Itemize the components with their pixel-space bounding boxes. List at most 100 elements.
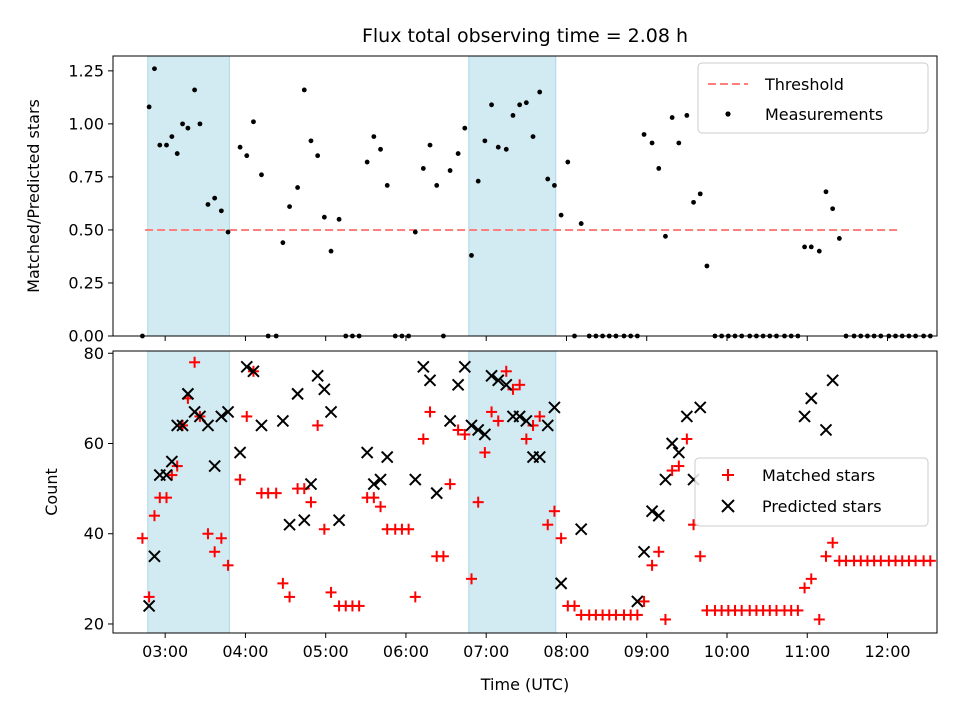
predicted-star-point: [276, 414, 290, 428]
predicted-star-point: [458, 360, 472, 373]
top-legend: Threshold Measurements: [697, 62, 929, 134]
matched-star-point: [215, 532, 227, 544]
predicted-star-point: [311, 369, 324, 383]
y-tick-label: 1.00: [68, 114, 104, 133]
measurement-point: [427, 142, 433, 148]
matched-star-point: [568, 600, 580, 612]
predicted-star-point: [142, 599, 156, 613]
measurement-point: [164, 142, 169, 148]
legend-matched-swatch: [722, 469, 734, 481]
predicted-star-point: [423, 374, 437, 387]
matched-star-point: [792, 604, 804, 616]
matched-star-point: [548, 505, 560, 517]
measurement-point: [510, 112, 516, 118]
matched-star-point: [222, 559, 234, 571]
x-tick-label: 08:00: [543, 642, 589, 661]
predicted-star-point: [554, 577, 568, 590]
matched-star-point: [486, 406, 498, 418]
measurement-point: [530, 134, 536, 140]
matched-star-point: [403, 523, 415, 535]
matched-star-point: [166, 469, 178, 481]
matched-star-point: [659, 613, 671, 625]
measurement-point: [259, 172, 264, 178]
highlight-span-1: [468, 55, 557, 337]
y-tick-label: 0.25: [68, 273, 104, 292]
measurement-point: [552, 182, 557, 188]
x-tick-label: 05:00: [303, 642, 349, 661]
matched-star-point: [520, 433, 532, 445]
matched-star-point: [148, 510, 160, 522]
matched-star-point: [270, 487, 282, 499]
matched-star-point: [673, 460, 685, 472]
predicted-star-point: [500, 378, 513, 392]
measurement-point: [802, 244, 807, 250]
measurement-point: [697, 191, 703, 197]
measurement-point: [205, 202, 211, 207]
predicted-star-point: [478, 428, 492, 441]
x-tick-label: 04:00: [222, 642, 268, 661]
predicted-star-point: [291, 387, 304, 401]
predicted-star-point: [171, 419, 184, 432]
bottom-legend: Matched stars Predicted stars: [694, 457, 929, 527]
measurement-point: [237, 144, 243, 150]
matched-star-point: [514, 379, 526, 391]
y-tick-label: 20: [84, 614, 104, 633]
bottom-axes-frame: [112, 350, 938, 634]
x-tick-label: 07:00: [463, 642, 509, 661]
predicted-star-point: [304, 477, 318, 491]
measurement-point: [503, 146, 509, 152]
measurement-point: [823, 189, 829, 195]
predicted-star-point: [240, 360, 253, 373]
predicted-star-point: [374, 473, 387, 486]
x-tick-label: 11:00: [784, 642, 830, 661]
measurement-point: [218, 208, 224, 214]
matched-star-point: [143, 591, 155, 603]
predicted-star-point: [471, 423, 485, 437]
predicted-star-point: [409, 473, 422, 486]
predicted-star-point: [417, 360, 430, 373]
measurement-point: [462, 125, 468, 131]
measurement-point: [537, 89, 543, 95]
measurement-point: [174, 151, 180, 156]
measurement-point: [475, 178, 481, 184]
matched-star-point: [409, 591, 421, 603]
predicted-star-point: [520, 414, 533, 428]
measurement-point: [169, 134, 175, 140]
matched-star-point: [417, 433, 429, 445]
predicted-star-point: [574, 523, 588, 536]
measurement-point: [192, 87, 197, 93]
matched-star-point: [813, 613, 825, 625]
matched-star-point: [305, 496, 317, 508]
measurement-point: [157, 142, 163, 148]
measurement-point: [212, 195, 218, 201]
measurement-point: [295, 185, 300, 190]
y-tick-label: 0.75: [68, 167, 104, 186]
matched-star-point: [202, 528, 214, 540]
predicted-star-point: [533, 450, 546, 464]
predicted-star-point: [652, 509, 665, 522]
x-tick-label: 10:00: [704, 642, 750, 661]
matched-star-point: [209, 546, 221, 558]
highlight-span-1: [468, 350, 557, 634]
matched-star-point: [666, 465, 678, 477]
measurement-point: [808, 244, 814, 250]
matched-star-point: [681, 433, 693, 445]
matched-star-point: [368, 492, 380, 504]
legend-measurement-label: Measurements: [765, 105, 883, 124]
measurement-point: [412, 229, 418, 235]
matched-star-point: [479, 447, 491, 459]
predicted-star-point: [819, 423, 833, 437]
predicted-star-point: [298, 513, 311, 527]
measurement-point: [185, 125, 191, 131]
matched-star-point: [298, 483, 310, 495]
predicted-star-point: [360, 446, 374, 459]
predicted-star-point: [160, 468, 173, 482]
matched-star-point: [424, 406, 436, 418]
predicted-star-point: [221, 405, 235, 419]
top-y-ticks: 0.00 0.25 0.50 0.75 1.00 1.25: [68, 61, 113, 346]
measurement-point: [649, 140, 655, 146]
predicted-star-point: [659, 473, 672, 486]
y-tick-label: 80: [84, 344, 104, 363]
